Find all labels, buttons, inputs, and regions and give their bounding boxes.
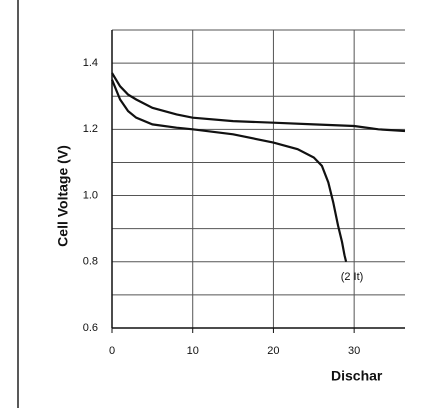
y-tick-label: 1.2 <box>83 123 98 135</box>
y-tick-label: 1.0 <box>83 189 98 201</box>
line-series <box>111 72 406 133</box>
x-tick-label: 30 <box>348 345 360 357</box>
x-axis-title: Dischar <box>331 368 383 384</box>
x-tick-label: 20 <box>267 345 279 357</box>
y-tick-label: 1.4 <box>83 57 98 69</box>
annotation: (2 It) <box>341 271 364 283</box>
line-series <box>110 79 348 263</box>
y-tick-label: 0.6 <box>83 322 98 334</box>
x-tick-label: 0 <box>109 345 115 357</box>
x-tick-label: 10 <box>187 345 199 357</box>
y-axis-title: Cell Voltage (V) <box>55 145 71 247</box>
y-tick-label: 0.8 <box>83 256 98 268</box>
